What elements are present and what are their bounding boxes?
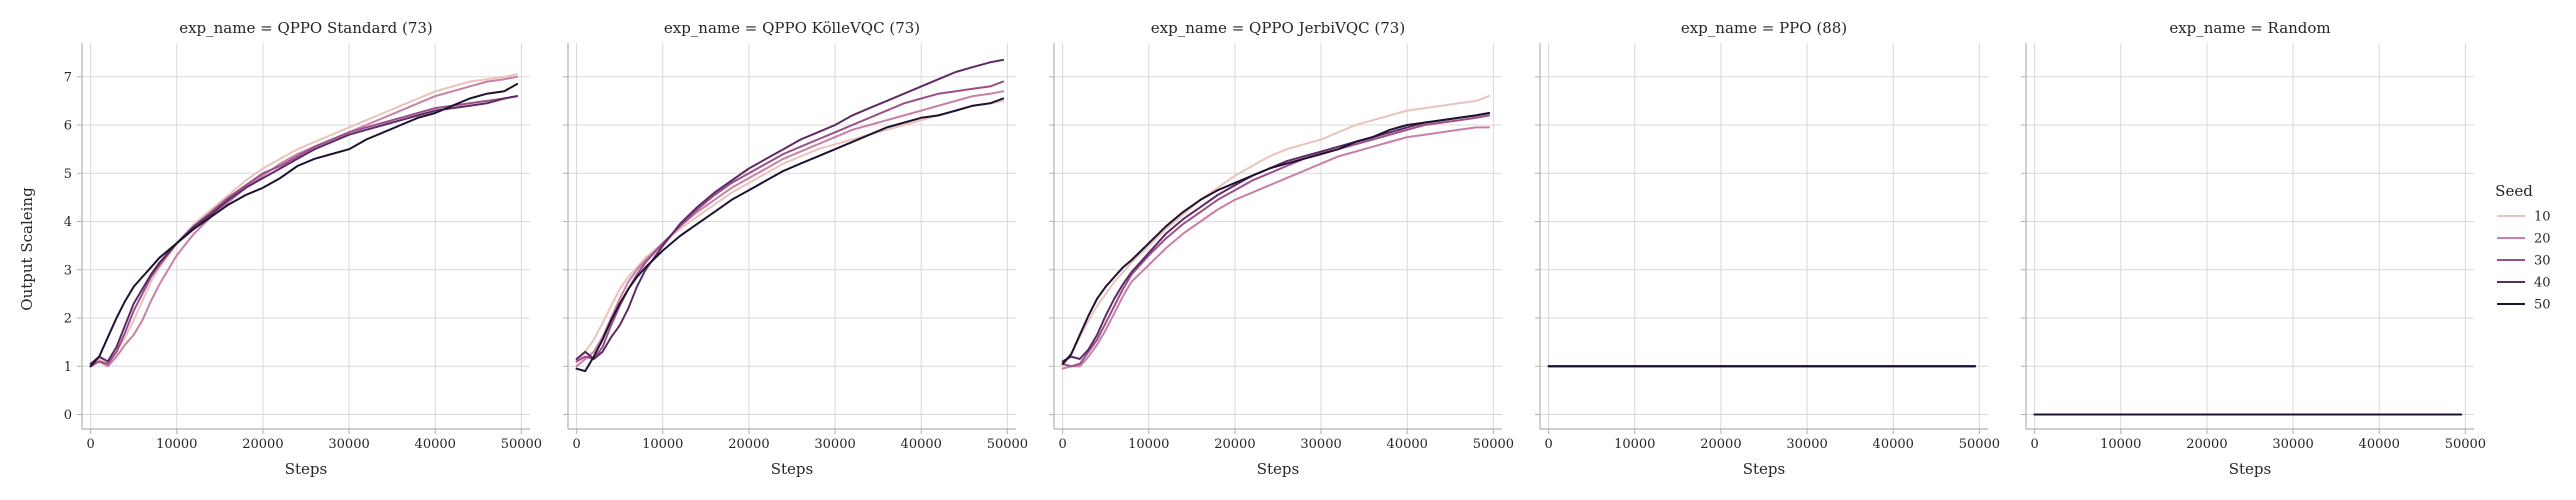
- legend-title: Seed: [2495, 182, 2533, 200]
- x-tick-label: 0: [1058, 437, 1066, 452]
- x-tick-label: 0: [1544, 437, 1552, 452]
- x-tick-label: 50000: [2445, 437, 2486, 452]
- legend-entry-20: 20: [2497, 232, 2551, 247]
- x-tick-label: 10000: [1614, 437, 1655, 452]
- x-tick-label: 10000: [1128, 437, 1169, 452]
- x-tick-label: 0: [2030, 437, 2038, 452]
- legend-label: 20: [2534, 232, 2551, 247]
- legend: Seed 10 20 30 40 50: [2495, 182, 2550, 313]
- x-tick-label: 20000: [1700, 437, 1741, 452]
- x-tick-label: 40000: [2359, 437, 2400, 452]
- y-tick-label: 6: [64, 119, 72, 134]
- y-tick-label: 5: [64, 167, 72, 182]
- x-tick-label: 20000: [242, 437, 283, 452]
- x-tick-label: 30000: [2272, 437, 2313, 452]
- x-tick-label: 40000: [415, 437, 456, 452]
- panel-title: exp_name = Random: [2169, 19, 2330, 37]
- panel-2: 0 10000 20000 30000 40000 50000 exp_name = QPP…: [563, 19, 1028, 478]
- legend-label: 10: [2534, 210, 2551, 225]
- x-axis-label: Steps: [1257, 460, 1299, 478]
- legend-entry-10: 10: [2497, 210, 2551, 225]
- x-tick-label: 40000: [1873, 437, 1914, 452]
- x-tick-label: 20000: [2186, 437, 2227, 452]
- x-tick-label: 30000: [1786, 437, 1827, 452]
- panel-1: 0 10000 20000 30000 40000 50000 0 1 2 3 4 5 6 7 exp_na…: [64, 19, 542, 478]
- x-tick-label: 50000: [987, 437, 1028, 452]
- legend-label: 50: [2534, 298, 2551, 313]
- legend-entry-50: 50: [2497, 298, 2551, 313]
- x-tick-label: 50000: [501, 437, 542, 452]
- x-axis-label: Steps: [771, 460, 813, 478]
- x-tick-label: 30000: [328, 437, 369, 452]
- x-tick-label: 30000: [814, 437, 855, 452]
- y-tick-label: 3: [64, 263, 72, 278]
- series-line-seed-20: [1061, 126, 1491, 370]
- x-axis-label: Steps: [285, 460, 327, 478]
- series-line-seed-10: [575, 99, 1005, 363]
- panel-title: exp_name = QPPO KölleVQC (73): [664, 19, 920, 37]
- series-line-seed-50: [1061, 112, 1491, 365]
- x-tick-label: 40000: [1387, 437, 1428, 452]
- panels: 0 10000 20000 30000 40000 50000 0 1 2 3 4 5 6 7 exp_na…: [64, 19, 2486, 478]
- legend-entry-40: 40: [2497, 276, 2551, 291]
- x-tick-label: 50000: [1959, 437, 2000, 452]
- y-tick-label: 1: [64, 360, 72, 375]
- x-tick-label: 40000: [901, 437, 942, 452]
- legend-label: 30: [2534, 254, 2551, 269]
- x-tick-label: 50000: [1473, 437, 1514, 452]
- series-line-seed-50: [89, 83, 519, 368]
- x-tick-label: 20000: [728, 437, 769, 452]
- x-tick-label: 0: [86, 437, 94, 452]
- x-axis-label: Steps: [1743, 460, 1785, 478]
- series-line-seed-10: [1061, 95, 1491, 368]
- x-tick-label: 30000: [1300, 437, 1341, 452]
- legend-label: 40: [2534, 276, 2551, 291]
- y-tick-label: 2: [64, 312, 72, 327]
- panel-title: exp_name = QPPO Standard (73): [179, 19, 433, 37]
- x-tick-label: 10000: [642, 437, 683, 452]
- series-line-seed-30: [1061, 114, 1491, 368]
- series-line-seed-30: [575, 80, 1005, 363]
- y-tick-label: 7: [64, 70, 72, 85]
- series-line-seed-40: [89, 95, 519, 365]
- series-line-seed-40: [1061, 112, 1491, 363]
- y-tick-label: 0: [64, 408, 72, 423]
- x-tick-label: 20000: [1214, 437, 1255, 452]
- series-line-seed-10: [89, 73, 519, 365]
- panel-5: 0 10000 20000 30000 40000 50000 exp_name = Ran…: [2021, 19, 2486, 478]
- panel-title: exp_name = PPO (88): [1681, 19, 1847, 37]
- series-line-seed-30: [89, 95, 519, 368]
- panel-4: 0 10000 20000 30000 40000 50000 exp_name = PPO…: [1535, 19, 2000, 478]
- x-tick-label: 0: [572, 437, 580, 452]
- series-line-seed-40: [575, 58, 1005, 360]
- series-line-seed-50: [575, 97, 1005, 373]
- panel-title: exp_name = QPPO JerbiVQC (73): [1151, 19, 1405, 37]
- y-axis-label: Output Scaleing: [18, 187, 36, 311]
- panel-3: 0 10000 20000 30000 40000 50000 exp_name = QPP…: [1049, 19, 1514, 478]
- x-tick-label: 10000: [156, 437, 197, 452]
- y-tick-label: 4: [64, 215, 72, 230]
- series-line-seed-20: [575, 90, 1005, 368]
- x-tick-label: 10000: [2100, 437, 2141, 452]
- legend-entry-30: 30: [2497, 254, 2551, 269]
- x-axis-label: Steps: [2229, 460, 2271, 478]
